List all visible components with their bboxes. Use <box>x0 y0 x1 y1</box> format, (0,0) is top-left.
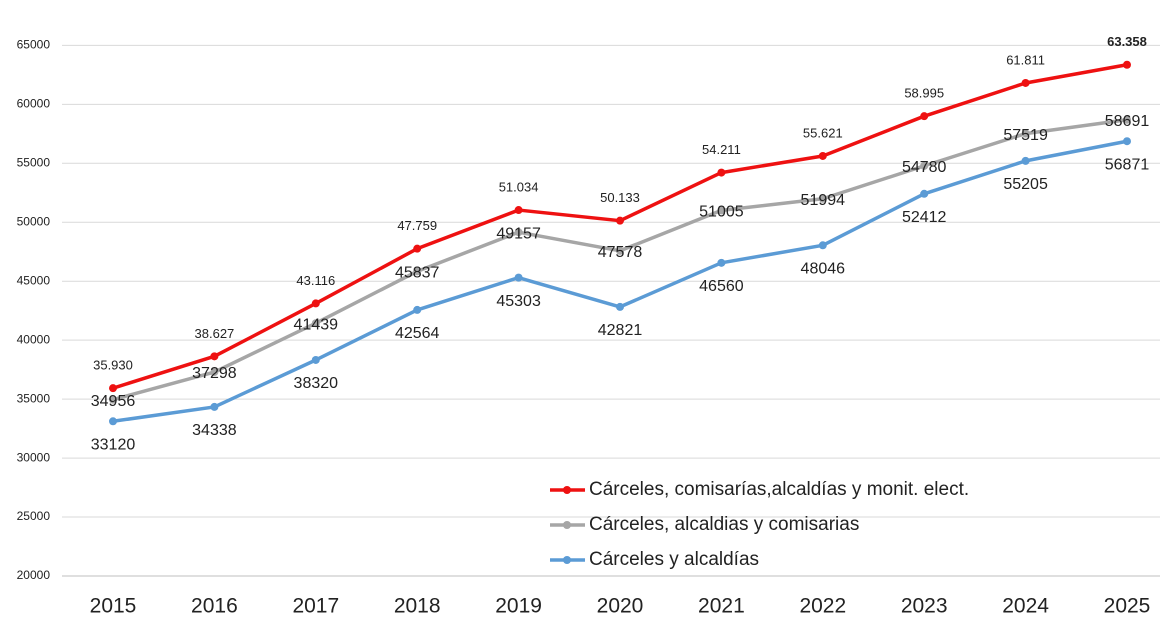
data-label: 47578 <box>598 244 643 261</box>
data-label: 46560 <box>699 278 744 295</box>
y-tick-label: 65000 <box>17 38 51 52</box>
y-tick-label: 25000 <box>17 509 51 523</box>
x-tick-label: 2023 <box>901 595 948 618</box>
data-label: 55.621 <box>803 125 843 140</box>
point <box>514 206 523 215</box>
legend-marker <box>563 556 571 564</box>
data-label: 45837 <box>395 265 440 282</box>
data-label: 38.627 <box>195 326 235 341</box>
data-label: 51.034 <box>499 179 539 194</box>
point <box>1021 156 1030 165</box>
data-label: 54.211 <box>702 142 741 157</box>
legend-label: Cárceles y alcaldías <box>589 549 759 570</box>
point <box>818 194 827 203</box>
legend-marker <box>563 521 571 529</box>
x-tick-label: 2022 <box>799 595 846 618</box>
data-label: 33120 <box>91 437 136 454</box>
point <box>1021 78 1030 87</box>
data-label: 54780 <box>902 159 947 176</box>
data-label: 51005 <box>699 204 744 221</box>
point <box>920 161 929 170</box>
point <box>210 368 219 377</box>
point <box>818 151 827 160</box>
x-tick-label: 2021 <box>698 595 745 618</box>
point <box>311 319 320 328</box>
data-label: 34338 <box>192 422 237 439</box>
x-tick-label: 2017 <box>292 595 339 618</box>
point <box>717 206 726 215</box>
data-label: 50.133 <box>600 190 640 205</box>
point <box>920 112 929 121</box>
legend-marker <box>563 486 571 494</box>
data-label: 43.116 <box>296 273 335 288</box>
data-label: 52412 <box>902 209 947 226</box>
data-label: 38320 <box>294 375 339 392</box>
y-tick-label: 60000 <box>17 97 51 111</box>
y-tick-label: 55000 <box>17 155 51 169</box>
y-tick-label: 20000 <box>17 568 51 582</box>
point <box>413 305 422 314</box>
data-label: 47.759 <box>397 218 437 233</box>
x-tick-label: 2019 <box>495 595 542 618</box>
point <box>616 216 624 225</box>
data-label: 56871 <box>1105 156 1150 173</box>
data-label: 34956 <box>91 393 136 410</box>
point <box>109 417 117 426</box>
data-label: 58.995 <box>904 86 944 101</box>
x-tick-label: 2016 <box>191 595 238 618</box>
x-tick-label: 2024 <box>1002 595 1049 618</box>
y-tick-label: 45000 <box>17 273 51 287</box>
point <box>818 241 827 250</box>
data-label: 61.811 <box>1006 52 1045 67</box>
data-label: 41439 <box>294 316 339 333</box>
y-tick-label: 30000 <box>17 450 51 464</box>
x-tick-label: 2020 <box>597 595 644 618</box>
data-label: 42821 <box>598 322 643 339</box>
legend-label: Cárceles, comisarías,alcaldías y monit. … <box>589 479 969 500</box>
point <box>514 273 523 282</box>
point <box>210 402 219 411</box>
legend-label: Cárceles, alcaldias y comisarias <box>589 514 859 535</box>
point <box>717 258 726 267</box>
data-label: 45303 <box>496 293 541 310</box>
data-label: 37298 <box>192 365 237 382</box>
x-tick-label: 2018 <box>394 595 441 618</box>
point <box>210 352 219 361</box>
point <box>1123 60 1131 69</box>
data-label: 63.358 <box>1107 34 1147 49</box>
data-label: 35.930 <box>93 358 133 373</box>
data-label: 49157 <box>496 225 541 242</box>
point <box>311 355 320 364</box>
data-label: 51994 <box>801 192 846 209</box>
point <box>413 244 422 253</box>
point <box>920 189 929 198</box>
x-tick-label: 2015 <box>90 595 137 618</box>
y-tick-label: 40000 <box>17 332 51 346</box>
point <box>514 228 523 237</box>
point <box>109 395 117 404</box>
point <box>616 246 624 255</box>
x-tick-label: 2025 <box>1104 595 1151 618</box>
point <box>717 168 726 177</box>
point <box>413 267 422 276</box>
y-tick-label: 50000 <box>17 214 51 228</box>
point <box>1021 129 1030 138</box>
data-label: 55205 <box>1003 176 1048 193</box>
series-line <box>112 63 1128 390</box>
data-label: 57519 <box>1003 127 1048 144</box>
y-tick-label: 35000 <box>17 391 51 405</box>
data-label: 58691 <box>1105 113 1150 130</box>
data-label: 48046 <box>801 261 846 278</box>
data-label: 42564 <box>395 325 440 342</box>
point <box>616 302 624 311</box>
point <box>1123 115 1131 124</box>
point <box>1123 137 1131 146</box>
point <box>311 299 320 308</box>
point <box>109 384 117 393</box>
